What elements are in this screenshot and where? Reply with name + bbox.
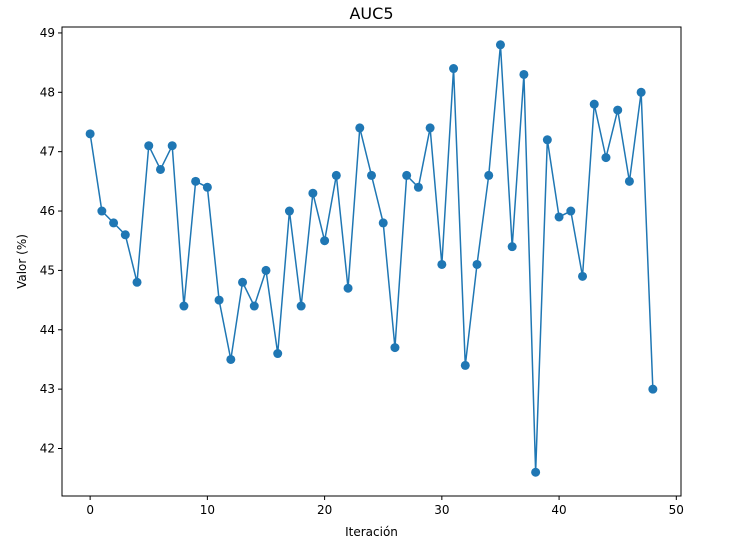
data-point (578, 271, 588, 281)
x-tick-label: 50 (669, 503, 684, 517)
x-axis-label: Iteración (345, 525, 398, 539)
y-tick-label: 46 (40, 204, 55, 218)
data-point (355, 123, 365, 133)
data-point (132, 277, 142, 287)
y-tick-label: 44 (40, 323, 55, 337)
data-point (437, 259, 447, 269)
data-point (613, 105, 623, 115)
data-point (413, 182, 423, 192)
x-tick-label: 20 (317, 503, 332, 517)
data-point (155, 164, 165, 174)
x-tick-label: 30 (434, 503, 449, 517)
x-tick-label: 10 (200, 503, 215, 517)
data-point (484, 170, 494, 180)
data-point (320, 236, 330, 246)
data-point (566, 206, 576, 216)
y-axis-label: Valor (%) (15, 234, 29, 289)
data-point (390, 343, 400, 353)
series-layer (85, 40, 658, 477)
data-point (167, 141, 177, 151)
data-point (378, 218, 388, 228)
x-tick-label: 0 (86, 503, 94, 517)
x-axis: 0 10 20 30 40 50 (86, 496, 684, 517)
y-axis: 42 43 44 45 46 47 48 49 (40, 26, 62, 456)
data-point (261, 265, 271, 275)
data-point (249, 301, 259, 311)
data-point (308, 188, 318, 198)
y-tick-label: 49 (40, 26, 55, 40)
data-point (97, 206, 107, 216)
y-tick-label: 43 (40, 382, 55, 396)
data-point (542, 135, 552, 145)
data-point (226, 354, 236, 364)
data-point (343, 283, 353, 293)
data-point (601, 153, 611, 163)
data-point (120, 230, 130, 240)
data-point (507, 242, 517, 252)
data-point (214, 295, 224, 305)
data-point (554, 212, 564, 222)
y-tick-label: 45 (40, 263, 55, 277)
data-point (144, 141, 154, 151)
data-point (296, 301, 306, 311)
chart-title: AUC5 (349, 4, 393, 23)
data-point (109, 218, 119, 228)
data-point (531, 467, 541, 477)
data-point (589, 99, 599, 109)
data-point (636, 87, 646, 97)
data-point (331, 170, 341, 180)
plot-area (61, 26, 682, 497)
data-point (425, 123, 435, 133)
data-point (402, 170, 412, 180)
data-point (472, 259, 482, 269)
x-tick-label: 40 (551, 503, 566, 517)
data-point (202, 182, 212, 192)
y-tick-label: 42 (40, 442, 55, 456)
data-point (179, 301, 189, 311)
data-point (648, 384, 658, 394)
data-point (238, 277, 248, 287)
data-point (460, 360, 470, 370)
y-tick-label: 47 (40, 145, 55, 159)
data-point (495, 40, 505, 50)
data-point (85, 129, 95, 139)
data-point (449, 64, 459, 74)
data-point (519, 69, 529, 79)
data-point (284, 206, 294, 216)
data-point (273, 349, 283, 359)
y-tick-label: 48 (40, 85, 55, 99)
data-point (191, 176, 201, 186)
data-point (367, 170, 376, 180)
data-point (624, 176, 634, 186)
